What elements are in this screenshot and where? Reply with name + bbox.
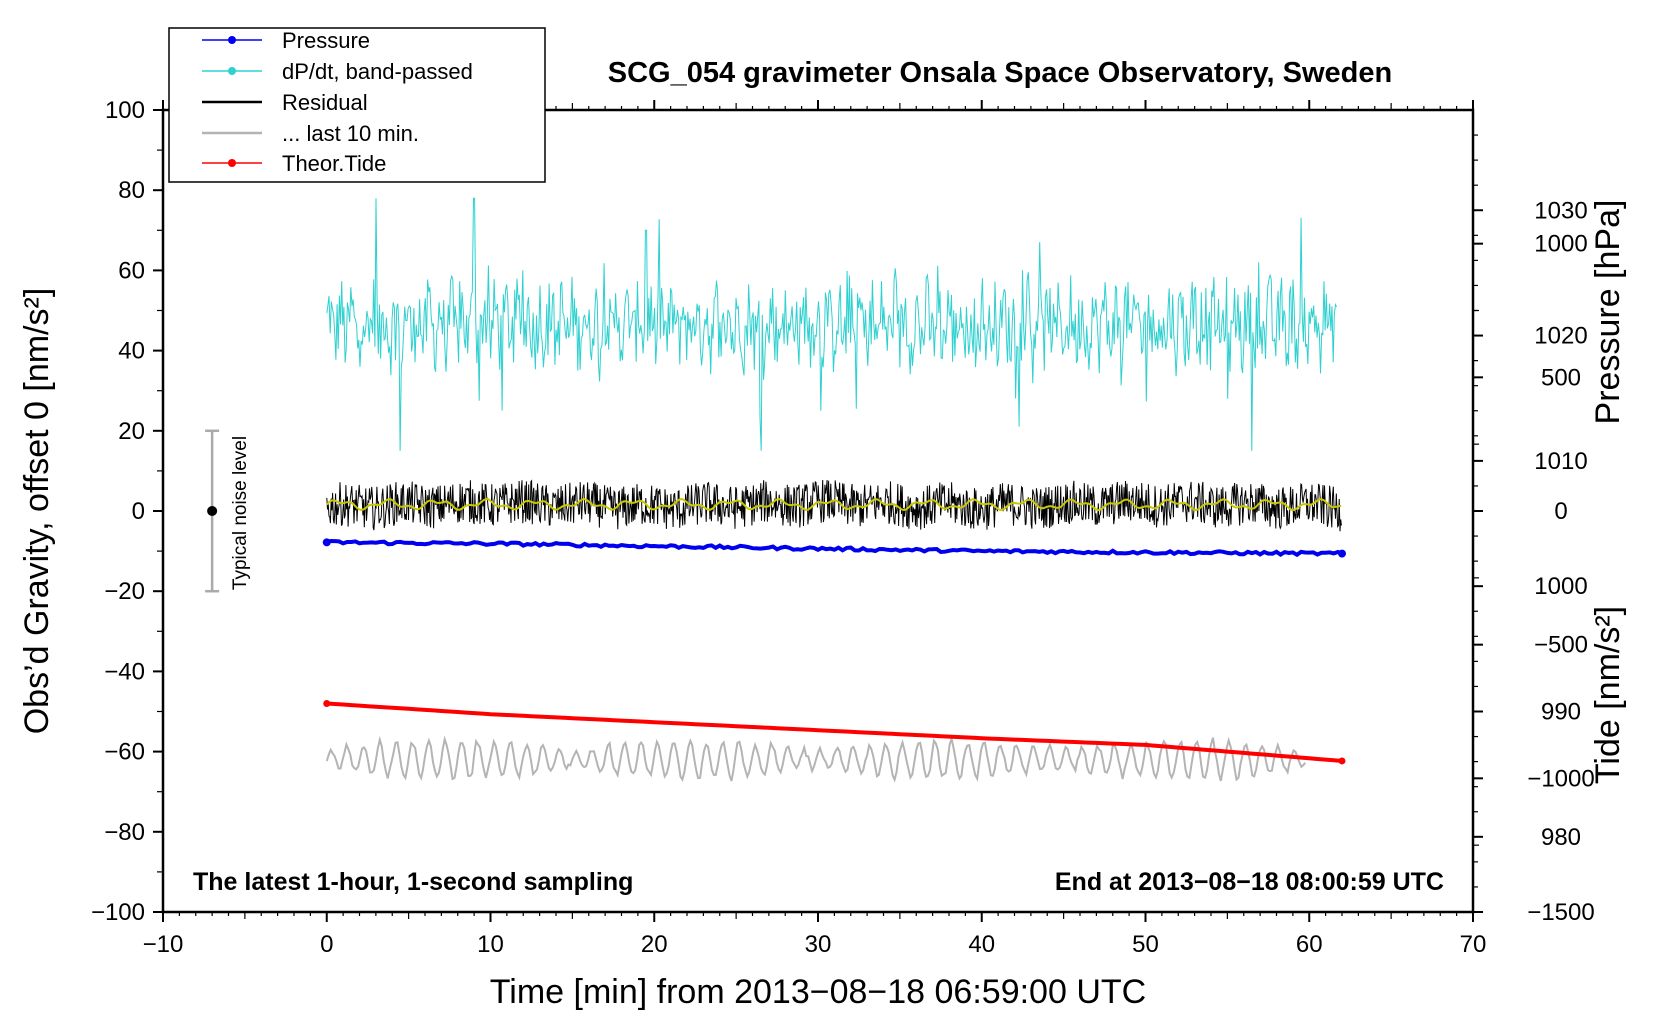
legend-marker-tide [228,159,236,167]
series-pressure [326,538,1343,558]
y-tick-label: −80 [104,819,145,846]
x-axis-label: Time [min] from 2013−08−18 06:59:00 UTC [490,973,1146,1011]
x-tick-label: −10 [143,931,184,958]
legend-label-dpdt: dP/dt, band-passed [282,59,473,84]
series-tide-point [1338,757,1346,765]
pressure-tick-label: 1010 [1534,448,1587,475]
tide-tick-label: 0 [1554,498,1567,525]
sampling-annotation: The latest 1-hour, 1-second sampling [193,868,633,896]
tide-axis-label: Tide [nm/s²] [1589,606,1627,784]
y-tick-label: −20 [104,578,145,605]
legend-box [168,27,546,183]
y-axis-label: Obs’d Gravity, offset 0 [nm/s²] [18,288,56,735]
y-tick-label: 0 [132,498,145,525]
x-tick-label: 50 [1132,931,1159,958]
legend-label-residual: Residual [282,90,368,115]
y-tick-label: 40 [118,338,145,365]
pressure-axis-label: Pressure [hPa] [1589,200,1627,425]
y-tick-label: −40 [104,658,145,685]
y-tick-label: 80 [118,177,145,204]
y-tick-label: 60 [118,257,145,284]
legend-label-pressure: Pressure [282,28,370,53]
pressure-tick-label: 1030 [1534,197,1587,224]
chart-title: SCG_054 gravimeter Onsala Space Observat… [608,57,1392,89]
x-tick-label: 0 [320,931,333,958]
series-theor-tide [326,701,1343,763]
x-tick-label: 30 [805,931,832,958]
y-tick-label: −100 [91,899,145,926]
tide-tick-label: 500 [1541,364,1581,391]
series-residual [326,479,1342,532]
pressure-tick-label: 980 [1541,824,1581,851]
x-tick-label: 70 [1460,931,1487,958]
series-dpdt [326,197,1338,451]
series-tide-point [323,699,331,707]
noise-level-label: Typical noise level [230,436,251,590]
series-pressure-point [322,538,331,547]
legend-label-last10: ... last 10 min. [282,121,419,146]
y-tick-label: −60 [104,739,145,766]
x-tick-label: 10 [477,931,504,958]
pressure-tick-label: 1000 [1534,573,1587,600]
legend: Pressure dP/dt, band-passed Residual ...… [168,27,546,183]
series-residual-smoothed [326,497,1342,512]
noise-bar-center [207,506,218,516]
end-time-annotation: End at 2013−08−18 08:00:59 UTC [1055,868,1444,896]
legend-label-tide: Theor.Tide [282,151,386,176]
tide-tick-label: −500 [1534,632,1588,659]
series-pressure-point [1338,549,1346,558]
axes-layer: −10 0 10 20 30 40 50 60 70−100−80−60−40−20020406… [91,97,1595,958]
x-tick-label: 60 [1296,931,1323,958]
series-last-10-min [325,735,1307,783]
pressure-tick-label: 1020 [1534,323,1587,350]
tide-tick-label: −1500 [1527,899,1594,926]
x-tick-label: 40 [968,931,995,958]
legend-marker-pressure [228,36,236,44]
tide-tick-label: 1000 [1534,231,1587,258]
tide-tick-label: −1000 [1527,765,1594,792]
x-tick-label: 20 [641,931,668,958]
y-tick-label: 20 [118,418,145,445]
legend-marker-dpdt [228,67,236,75]
pressure-tick-label: 990 [1541,699,1581,726]
series-layer [322,197,1346,783]
y-tick-label: 100 [105,97,145,124]
